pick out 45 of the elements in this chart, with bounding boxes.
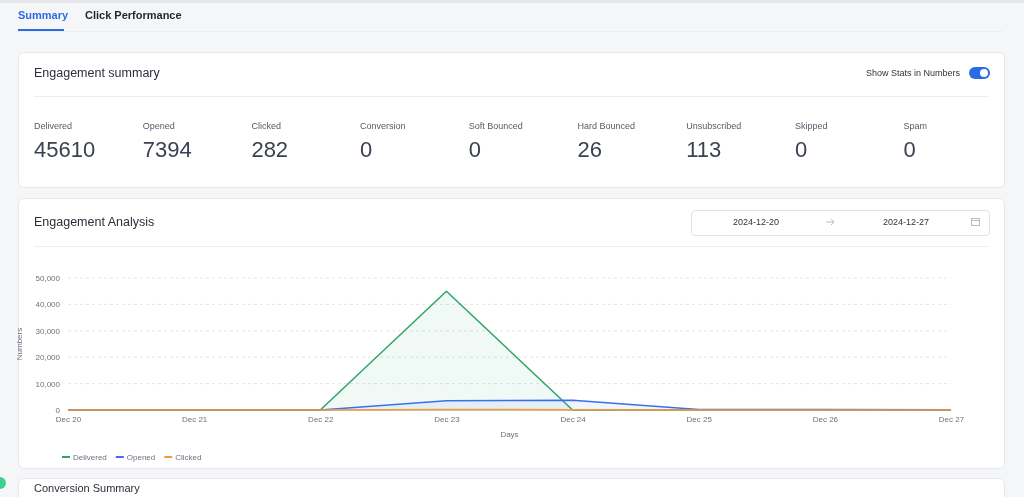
text: Show Stats in Numbers bbox=[865, 68, 960, 78]
x-axis-title: Days bbox=[500, 430, 519, 439]
category-label: Unsubscribed bbox=[686, 121, 742, 131]
x-tick-label: Dec 25 bbox=[686, 414, 713, 424]
category-label: Conversion bbox=[360, 121, 406, 131]
data-label: 0 bbox=[360, 137, 373, 163]
x-tick-label: Dec 24 bbox=[560, 414, 587, 424]
x-tick-label: Dec 22 bbox=[308, 414, 334, 424]
data-label: 7394 bbox=[142, 137, 192, 163]
data-label: 0 bbox=[794, 137, 808, 163]
text: Conversion Summary bbox=[34, 482, 140, 494]
category-label: Spam bbox=[903, 121, 928, 131]
data-label: 113 bbox=[686, 137, 722, 163]
legend-label: Delivered bbox=[73, 453, 107, 462]
y-tick-label: 40,000 bbox=[35, 300, 61, 310]
data-label: 282 bbox=[251, 137, 289, 163]
x-tick-label: Dec 23 bbox=[434, 414, 461, 424]
category-label: Delivered bbox=[34, 121, 73, 131]
text: Summary bbox=[18, 9, 69, 21]
x-tick-label: Dec 21 bbox=[181, 414, 208, 424]
data-label: 0 bbox=[468, 137, 482, 163]
category-label: Skipped bbox=[794, 121, 828, 131]
data-label: 0 bbox=[903, 137, 916, 163]
category-label: Soft Bounced bbox=[468, 121, 523, 131]
x-tick-label: Dec 27 bbox=[938, 414, 965, 424]
y-tick-label: 0 bbox=[55, 406, 61, 416]
text: Engagement summary bbox=[34, 66, 160, 80]
legend-label: Clicked bbox=[175, 453, 202, 462]
y-tick-label: 10,000 bbox=[35, 379, 61, 389]
category-label: Hard Bounced bbox=[577, 121, 636, 131]
chart-title: Engagement Analysis bbox=[34, 215, 155, 229]
category-label: Opened bbox=[142, 121, 175, 131]
x-tick-label: Dec 20 bbox=[55, 414, 82, 424]
y-tick-label: 50,000 bbox=[35, 274, 61, 284]
y-axis-title: Numbers bbox=[15, 327, 24, 361]
text: Click Performance bbox=[85, 9, 182, 21]
data-label: 45610 bbox=[34, 137, 96, 163]
y-tick-label: 30,000 bbox=[35, 326, 61, 336]
legend-label: Opened bbox=[126, 453, 156, 462]
text: 2024-12-20 bbox=[733, 217, 780, 227]
category-label: Clicked bbox=[251, 121, 281, 131]
x-tick-label: Dec 26 bbox=[812, 414, 839, 424]
y-tick-label: 20,000 bbox=[35, 353, 61, 363]
text: 2024-12-27 bbox=[883, 217, 930, 227]
data-label: 26 bbox=[577, 137, 602, 163]
